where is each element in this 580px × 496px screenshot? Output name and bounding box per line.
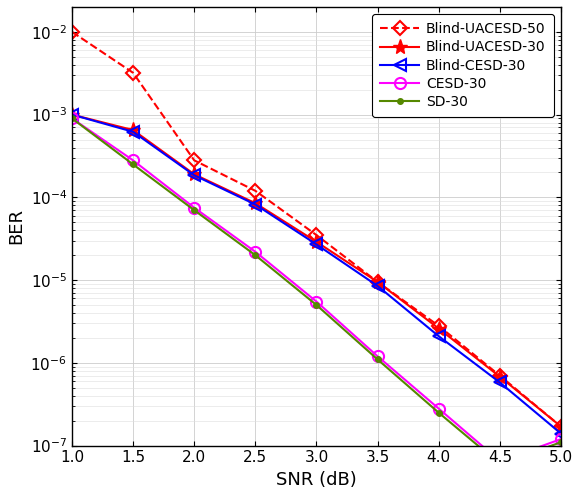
SD-30 [374,357,381,363]
CESD-30 [68,116,75,122]
Blind-UACESD-50 [496,372,503,378]
Blind-UACESD-50 [191,157,198,163]
Blind-CESD-30 [496,379,503,385]
CESD-30 [557,436,564,442]
X-axis label: SNR (dB): SNR (dB) [276,471,357,489]
Blind-UACESD-50 [252,188,259,194]
Blind-UACESD-30 [557,424,564,430]
Blind-UACESD-30 [130,127,137,133]
Blind-UACESD-50 [557,424,564,430]
Blind-UACESD-50 [130,70,137,76]
Blind-UACESD-50 [435,323,442,329]
Blind-CESD-30 [374,283,381,289]
SD-30 [252,252,259,258]
Blind-UACESD-30 [374,279,381,285]
Blind-CESD-30 [435,333,442,339]
Blind-UACESD-30 [435,325,442,331]
Blind-UACESD-50 [374,279,381,285]
Blind-CESD-30 [191,172,198,178]
Blind-UACESD-30 [191,171,198,177]
CESD-30 [435,406,442,412]
Blind-UACESD-30 [68,112,75,118]
CESD-30 [374,353,381,359]
SD-30 [557,439,564,445]
Blind-CESD-30 [130,129,137,135]
Blind-UACESD-50 [68,29,75,35]
Y-axis label: BER: BER [7,208,25,245]
SD-30 [191,207,198,213]
Blind-UACESD-30 [313,239,320,245]
Line: Blind-UACESD-30: Blind-UACESD-30 [64,107,568,434]
Blind-CESD-30 [557,431,564,436]
Blind-UACESD-30 [496,374,503,380]
CESD-30 [252,249,259,255]
Line: SD-30: SD-30 [67,113,567,470]
Legend: Blind-UACESD-50, Blind-UACESD-30, Blind-CESD-30, CESD-30, SD-30: Blind-UACESD-50, Blind-UACESD-30, Blind-… [372,14,554,117]
SD-30 [435,410,442,416]
SD-30 [313,302,320,308]
CESD-30 [130,157,137,163]
CESD-30 [191,205,198,211]
Blind-CESD-30 [68,112,75,118]
CESD-30 [496,458,503,464]
Blind-UACESD-30 [252,200,259,206]
Line: Blind-UACESD-50: Blind-UACESD-50 [67,27,566,432]
Blind-CESD-30 [252,201,259,207]
CESD-30 [313,299,320,305]
SD-30 [130,162,137,168]
SD-30 [68,116,75,122]
Line: Blind-CESD-30: Blind-CESD-30 [67,109,567,439]
Blind-CESD-30 [313,242,320,248]
Blind-UACESD-50 [313,232,320,238]
Line: CESD-30: CESD-30 [67,113,567,467]
SD-30 [496,461,503,467]
